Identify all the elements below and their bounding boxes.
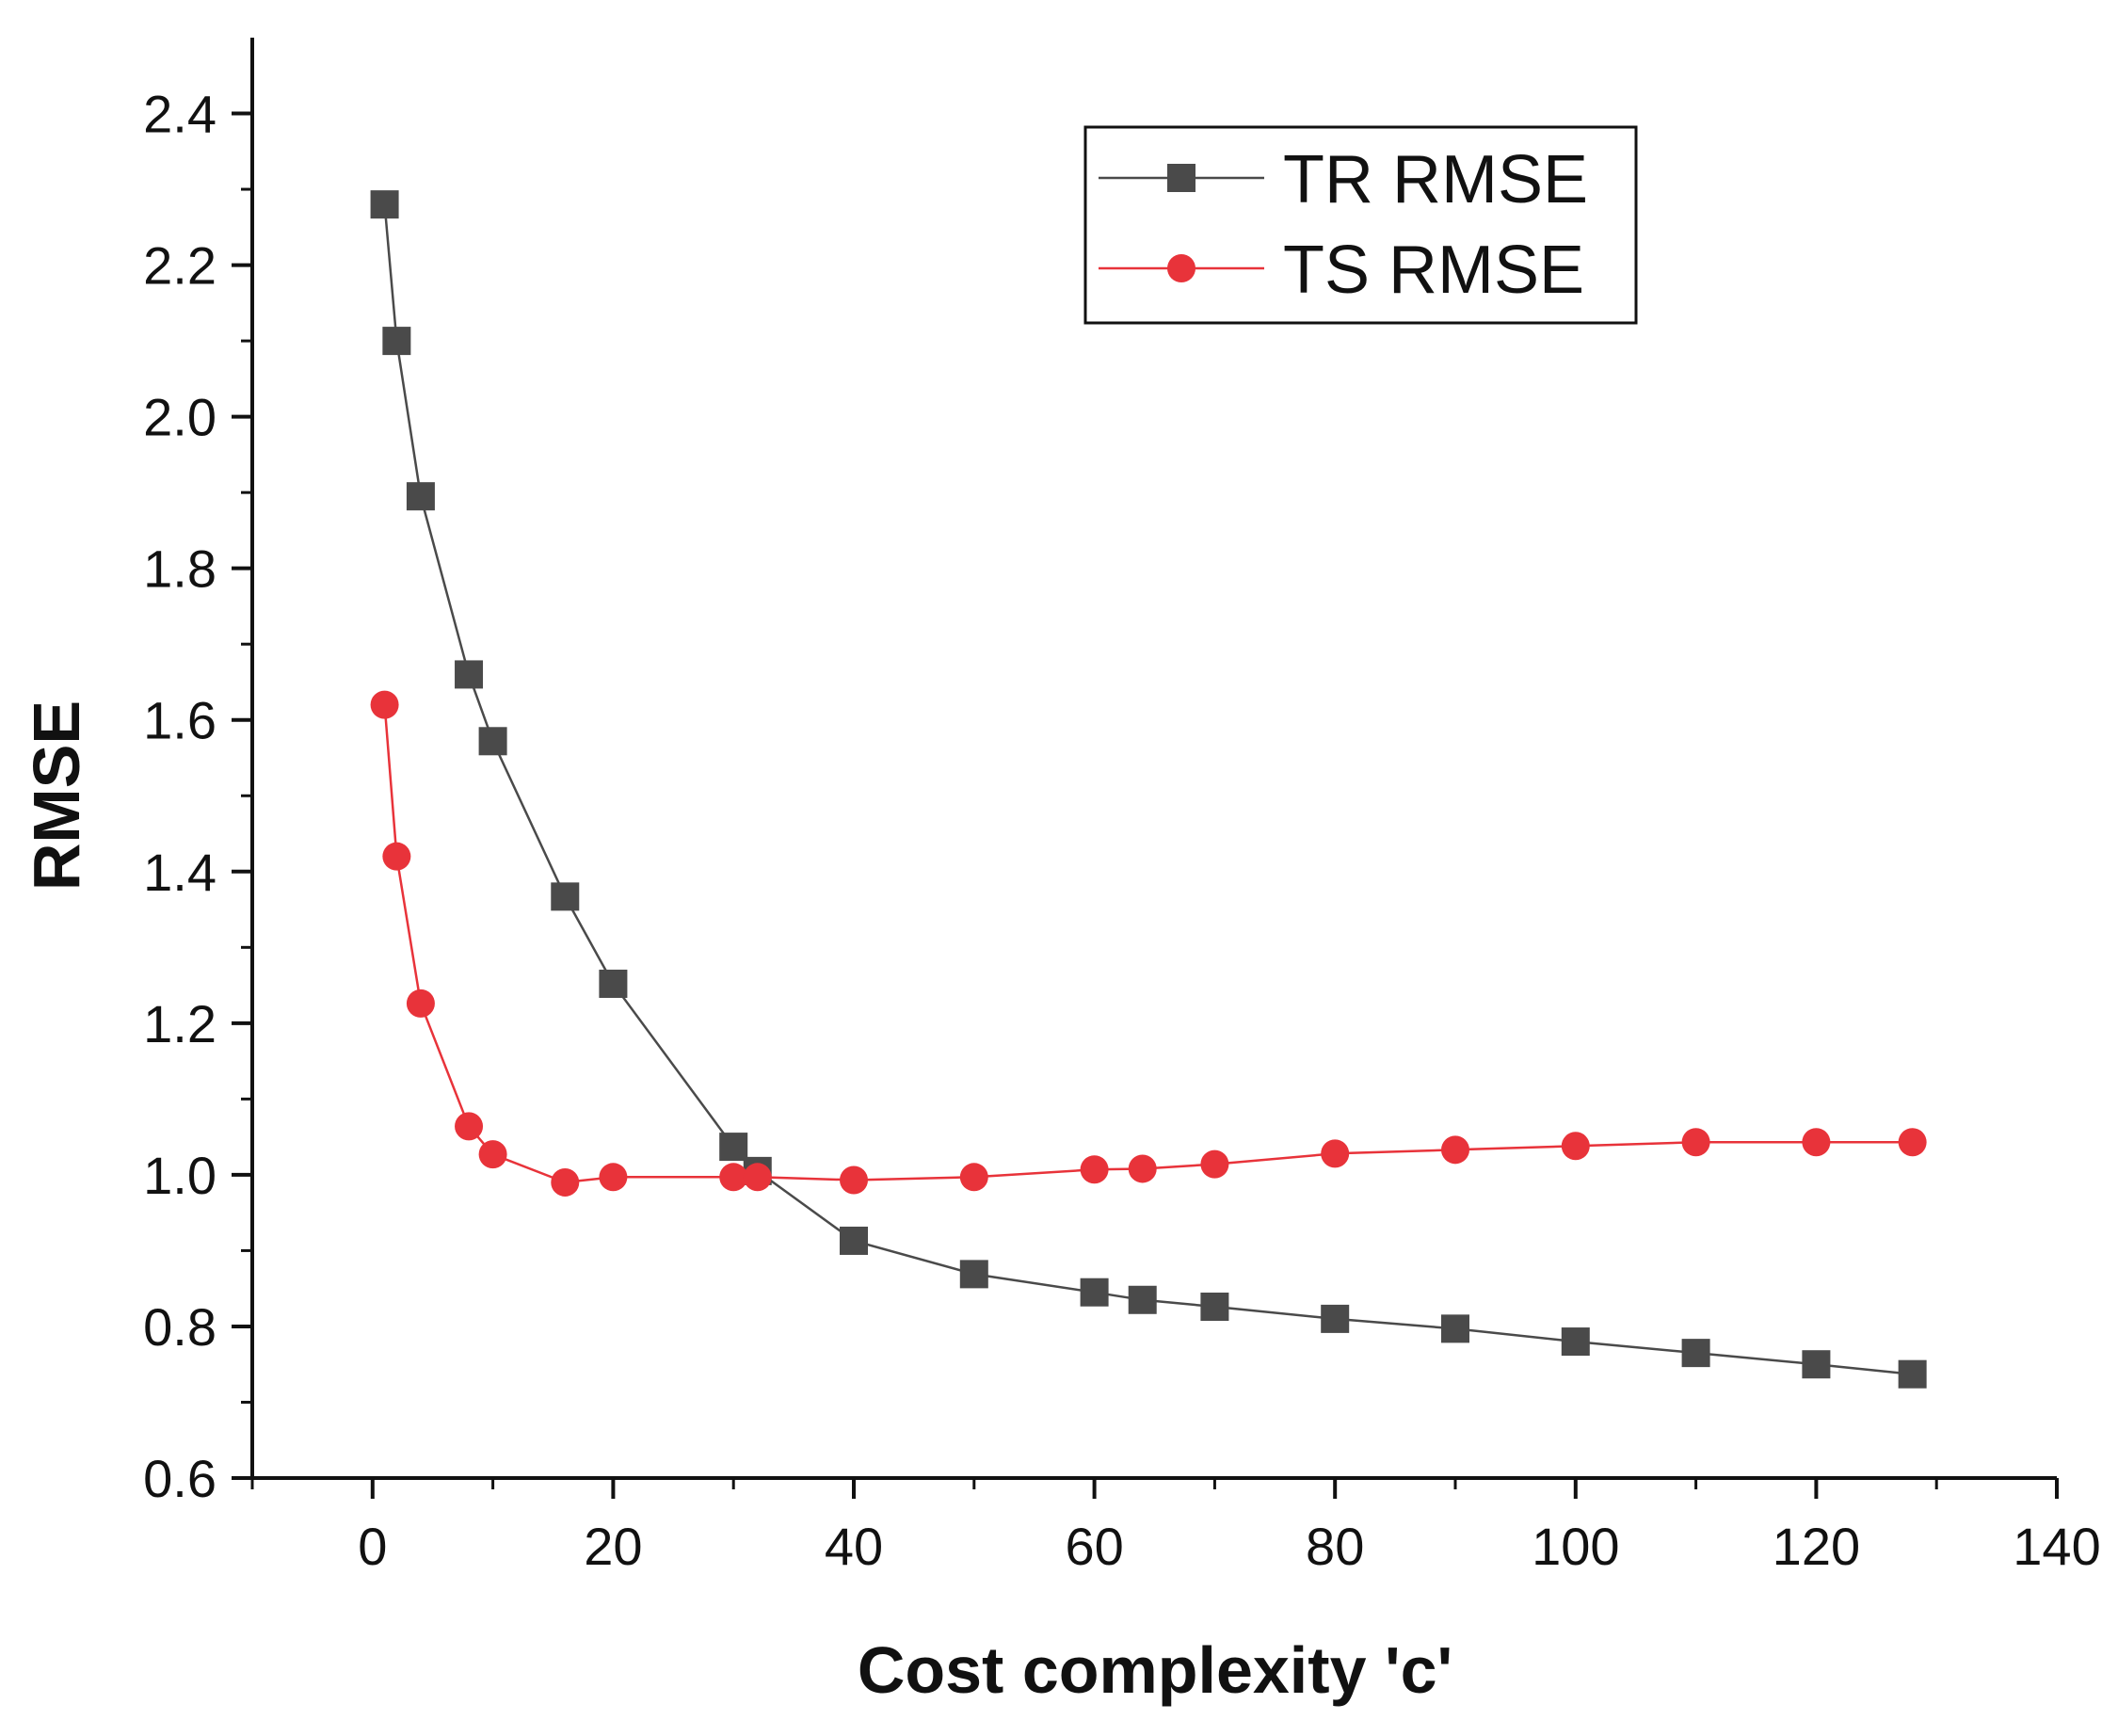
axes-layer	[250, 38, 2057, 1480]
ts-rmse-point	[1561, 1132, 1590, 1161]
tr-rmse-point	[370, 190, 399, 219]
legend-marker-tr-rmse	[1167, 164, 1195, 192]
x-axis-title: Cost complexity 'c'	[858, 1633, 1452, 1707]
legend-label-ts-rmse: TS RMSE	[1283, 233, 1584, 308]
ts-rmse-point	[1080, 1155, 1109, 1184]
ts-rmse-point	[551, 1167, 580, 1197]
tr-rmse-point	[1681, 1339, 1710, 1368]
y-axis-title: RMSE	[20, 700, 93, 891]
ts-rmse-point	[1200, 1149, 1229, 1179]
x-tick-label: 120	[1773, 1517, 1860, 1576]
tr-rmse-point	[599, 969, 628, 998]
x-tick-label: 140	[2013, 1517, 2100, 1576]
tr-rmse-point	[382, 327, 411, 356]
tr-rmse-point	[1441, 1314, 1469, 1343]
y-tick-label: 1.6	[143, 691, 217, 750]
tr-rmse-point	[719, 1133, 748, 1162]
y-tick-label: 0.8	[143, 1297, 217, 1357]
tr-rmse-point	[1080, 1278, 1109, 1307]
ts-rmse-point	[743, 1163, 772, 1192]
tr-rmse-point	[1128, 1285, 1157, 1314]
tr-rmse-point	[840, 1226, 868, 1255]
ts-rmse-point	[1802, 1128, 1831, 1157]
tr-rmse-point	[1321, 1304, 1350, 1333]
tr-rmse-point	[959, 1260, 988, 1289]
x-tick-label: 40	[825, 1517, 883, 1576]
series-layer	[370, 190, 1927, 1389]
x-tick-label: 20	[584, 1517, 642, 1576]
legend-marker-ts-rmse	[1167, 254, 1195, 282]
ts-rmse-point	[840, 1165, 868, 1195]
tr-rmse-point	[1561, 1327, 1590, 1357]
ts-rmse-line	[383, 704, 1913, 1184]
ts-rmse-point	[406, 989, 435, 1018]
x-tick-label: 80	[1306, 1517, 1364, 1576]
ts-rmse-point	[719, 1163, 748, 1192]
y-tick-label: 1.0	[143, 1146, 217, 1205]
legend-layer: TR RMSE TS RMSE	[1083, 125, 1638, 325]
ts-rmse-point	[1681, 1128, 1710, 1157]
ts-rmse-point	[1321, 1139, 1350, 1168]
y-tick-label: 2.4	[143, 85, 217, 144]
legend-label-tr-rmse: TR RMSE	[1283, 142, 1588, 217]
legend-box	[1083, 125, 1638, 325]
y-tick-label: 0.6	[143, 1449, 217, 1508]
tr-rmse-point	[455, 660, 484, 689]
y-tick-label: 1.8	[143, 539, 217, 599]
y-tick-label: 1.2	[143, 994, 217, 1053]
y-tick-label: 2.0	[143, 388, 217, 447]
ts-rmse-point	[959, 1163, 988, 1192]
tr-rmse-point	[1200, 1293, 1229, 1322]
tr-rmse-point	[478, 727, 507, 756]
ts-rmse-point	[370, 690, 399, 719]
x-tick-label: 100	[1532, 1517, 1619, 1576]
ts-rmse-point	[1128, 1154, 1157, 1183]
y-tick-label: 2.2	[143, 236, 217, 296]
ticks-layer: 0.6 0.8 1.0 1.2 1.4 1.6 1.8 2.0 2.2 2.4 0 20 40 60 80 1…	[143, 85, 2101, 1576]
tr-rmse-point	[1898, 1359, 1927, 1389]
tr-rmse-point	[551, 882, 580, 911]
ts-rmse-point	[455, 1112, 484, 1141]
ts-rmse-point	[1441, 1135, 1469, 1165]
x-tick-label: 0	[358, 1517, 387, 1576]
ts-rmse-point	[382, 842, 411, 871]
tr-rmse-point	[1802, 1350, 1831, 1379]
ts-rmse-point	[478, 1140, 507, 1169]
x-tick-label: 60	[1065, 1517, 1123, 1576]
tr-rmse-point	[406, 482, 435, 511]
y-tick-label: 1.4	[143, 843, 217, 902]
tr-rmse-line	[383, 204, 1913, 1375]
ts-rmse-point	[1898, 1128, 1927, 1157]
ts-rmse-point	[599, 1163, 628, 1192]
